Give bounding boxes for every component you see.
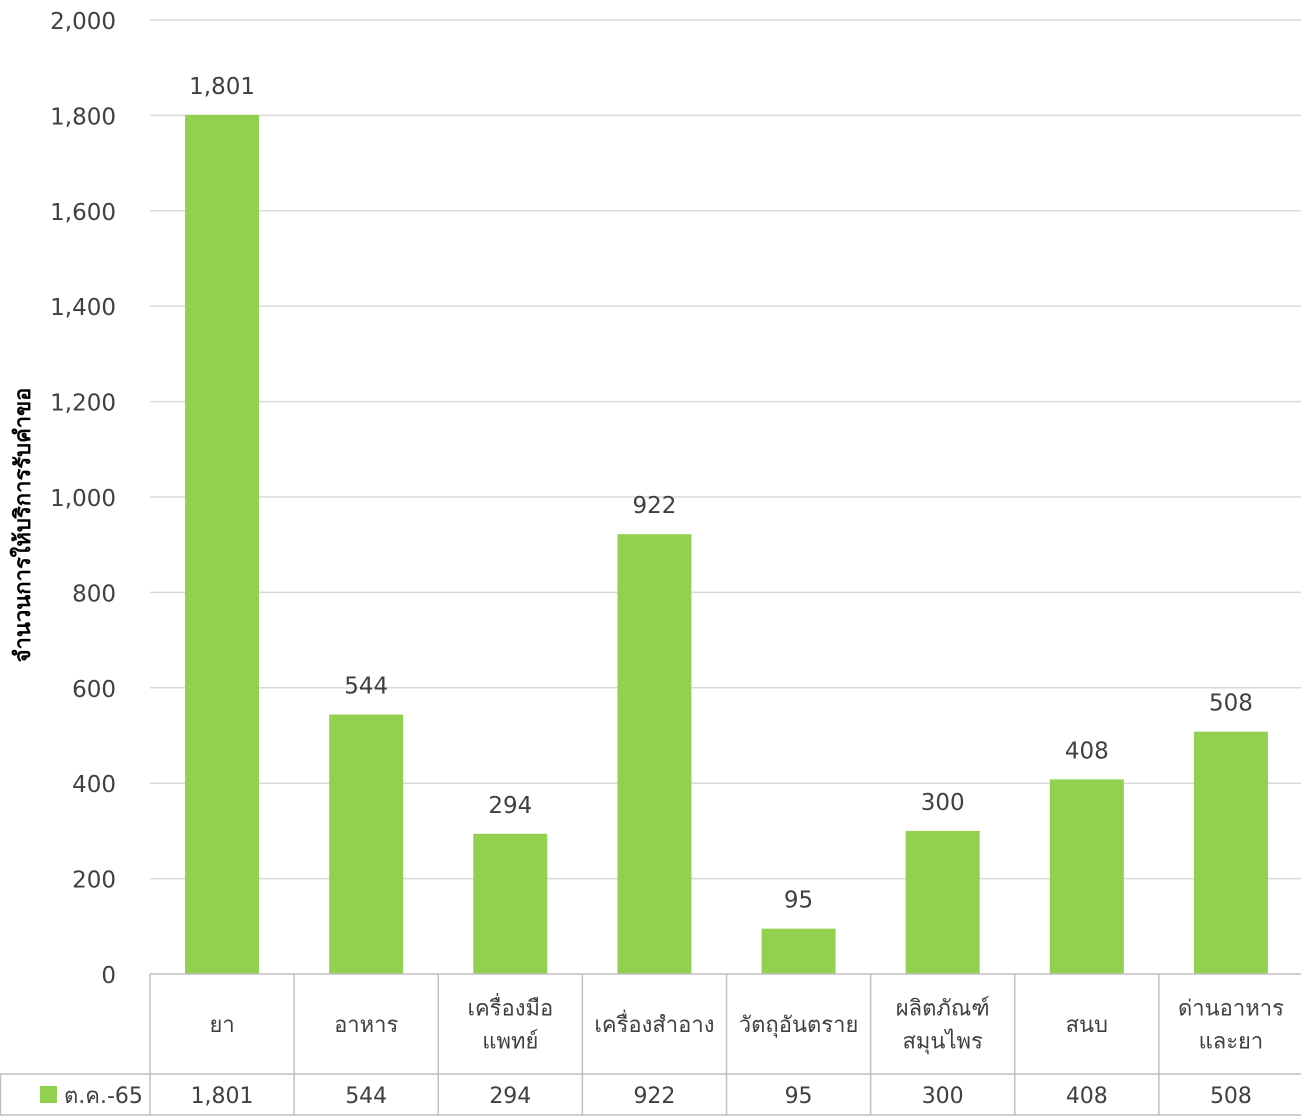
y-tick-label: 1,800: [50, 104, 116, 130]
data-label: 95: [784, 888, 813, 914]
category-label: และยา: [1199, 1030, 1264, 1055]
data-label: 922: [632, 493, 676, 519]
bar: [1049, 779, 1124, 974]
data-labels: 1,801 544 294 922 95 300 408 508: [189, 74, 1253, 914]
category-label: ด่านอาหาร: [1178, 997, 1284, 1022]
category-label: สมุนไพร: [903, 1029, 984, 1055]
data-label: 294: [488, 793, 532, 819]
y-tick-labels: 0 200 400 600 800 1,000 1,200 1,400 1,600 1,800 2,…: [50, 9, 116, 989]
category-label: วัตถุอันตราย: [739, 1013, 859, 1038]
table-value: 508: [1210, 1084, 1252, 1109]
category-label: อาหาร: [334, 1013, 398, 1038]
bar: [329, 714, 404, 974]
category-label: เครื่องมือ: [467, 993, 553, 1022]
y-tick-label: 1,600: [50, 200, 116, 226]
y-tick-label: 400: [72, 772, 116, 798]
bar: [185, 114, 260, 975]
y-tick-label: 200: [72, 868, 116, 894]
y-tick-label: 1,000: [50, 486, 116, 512]
gridlines: [150, 19, 1301, 880]
table-value: 544: [345, 1084, 387, 1109]
data-label: 508: [1209, 691, 1253, 717]
category-label: สนบ: [1066, 1013, 1108, 1038]
table-value: 408: [1066, 1084, 1108, 1109]
data-label: 1,801: [189, 74, 255, 100]
category-label: ผลิตภัณฑ์: [896, 997, 990, 1022]
bar: [761, 928, 836, 974]
bar: [905, 830, 980, 974]
y-tick-label: 1,200: [50, 391, 116, 417]
legend-series-name: ต.ค.-65: [64, 1084, 143, 1109]
y-tick-label: 800: [72, 581, 116, 607]
legend-swatch: [40, 1086, 57, 1103]
table-value: 300: [922, 1084, 964, 1109]
table-value: 922: [633, 1084, 675, 1109]
table-value: 95: [785, 1084, 813, 1109]
data-label: 544: [344, 674, 388, 700]
y-tick-label: 2,000: [50, 9, 116, 35]
data-label: 408: [1065, 738, 1109, 764]
y-tick-label: 1,400: [50, 295, 116, 321]
table-value: 1,801: [191, 1084, 254, 1109]
bar: [617, 534, 692, 974]
y-tick-label: 600: [72, 677, 116, 703]
bars: [185, 114, 1268, 975]
y-tick-label: 0: [101, 963, 116, 989]
y-axis-label: จำนวนการให้บริการรับคำขอ: [9, 388, 36, 663]
bar: [1193, 731, 1268, 974]
category-label: แพทย์: [482, 1030, 538, 1055]
category-label: เครื่องสำอาง: [594, 1009, 714, 1038]
bar: [473, 833, 548, 974]
data-label: 300: [921, 790, 965, 816]
table-value: 294: [489, 1084, 531, 1109]
category-label: ยา: [209, 1013, 234, 1038]
